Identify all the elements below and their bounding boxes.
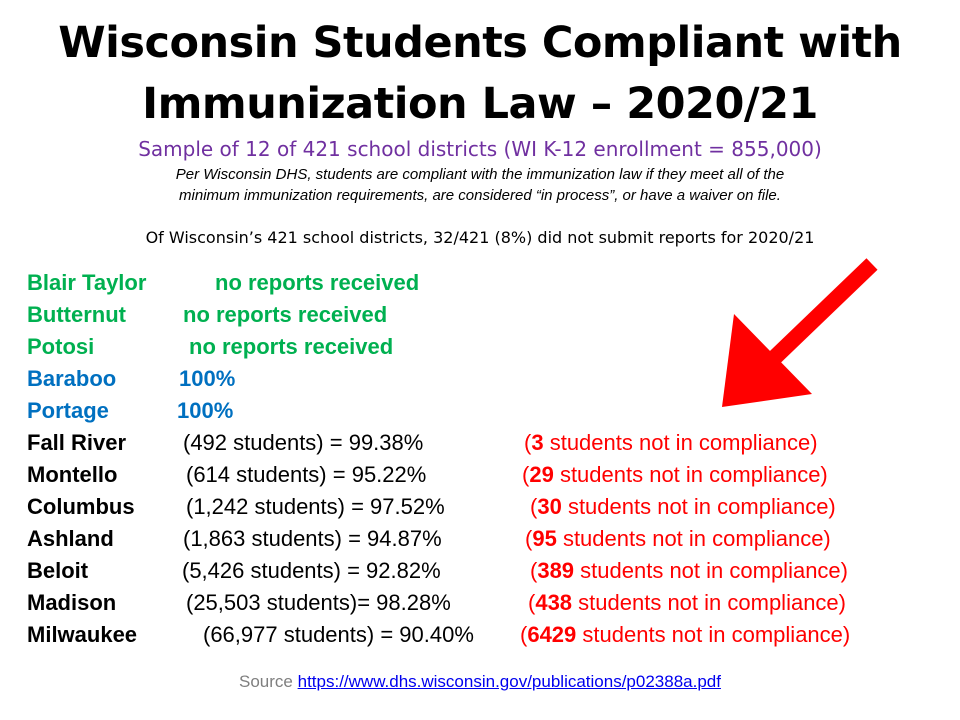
noncompliance-suffix: students not in compliance) <box>582 622 851 647</box>
district-name: Ashland <box>27 526 114 551</box>
noncompliance-note: (438 students not in compliance) <box>528 590 846 615</box>
subtitle: Sample of 12 of 421 school districts (WI… <box>138 137 822 161</box>
noncompliance-count: 30 <box>537 494 562 519</box>
source-link[interactable]: https://www.dhs.wisconsin.gov/publicatio… <box>297 672 721 691</box>
district-name: Beloit <box>27 558 89 583</box>
noncompliance-suffix: students not in compliance) <box>567 494 836 519</box>
district-name: Potosi <box>27 334 95 359</box>
district-name: Madison <box>27 590 117 615</box>
source-label: Source <box>239 672 293 691</box>
title-line-1: Wisconsin Students Compliant with <box>58 18 902 68</box>
noncompliance-suffix: students not in compliance) <box>559 462 828 487</box>
noncompliance-count: 29 <box>529 462 554 487</box>
noncompliance-suffix: students not in compliance) <box>580 558 848 583</box>
noncompliance-note: (3 students not in compliance) <box>524 430 818 455</box>
noncompliance-note: (6429 students not in compliance) <box>520 622 851 647</box>
noncompliance-count: 389 <box>537 558 575 583</box>
red-arrow-icon <box>722 258 878 407</box>
district-name: Butternut <box>27 302 126 327</box>
district-name: Blair Taylor <box>27 270 147 295</box>
district-name: Montello <box>27 462 118 487</box>
district-name: Columbus <box>27 494 135 519</box>
district-detail: (66,977 students) = 90.40% <box>203 622 474 647</box>
district-status: no reports received <box>183 302 388 327</box>
district-rate: 100% <box>177 398 234 423</box>
noncompliance-suffix: students not in compliance) <box>562 526 831 551</box>
definition-note-line-1: Per Wisconsin DHS, students are complian… <box>175 166 785 183</box>
noncompliance-suffix: students not in compliance) <box>578 590 846 615</box>
noncompliance-note: (389 students not in compliance) <box>530 558 848 583</box>
noncompliance-count: 3 <box>531 430 544 455</box>
source-line: Source https://www.dhs.wisconsin.gov/pub… <box>0 672 960 692</box>
district-name: Milwaukee <box>27 622 138 647</box>
district-detail: (614 students) = 95.22% <box>186 462 427 487</box>
definition-note-line-2: minimum immunization requirements, are c… <box>179 187 781 204</box>
noncompliance-suffix: students not in compliance) <box>549 430 818 455</box>
district-detail: (1,863 students) = 94.87% <box>183 526 442 551</box>
district-detail: (1,242 students) = 97.52% <box>186 494 445 519</box>
district-detail: (492 students) = 99.38% <box>183 430 424 455</box>
noncompliance-count: 95 <box>532 526 557 551</box>
title-line-2: Immunization Law – 2020/21 <box>142 79 818 129</box>
noncompliance-count: 438 <box>535 590 573 615</box>
reporting-note: Of Wisconsin’s 421 school districts, 32/… <box>145 228 815 247</box>
district-rate: 100% <box>179 366 236 391</box>
district-name: Portage <box>27 398 109 423</box>
noncompliance-note: (95 students not in compliance) <box>525 526 831 551</box>
noncompliance-note: (30 students not in compliance) <box>530 494 836 519</box>
noncompliance-note: (29 students not in compliance) <box>522 462 828 487</box>
district-name: Baraboo <box>27 366 117 391</box>
district-detail: (25,503 students)= 98.28% <box>186 590 451 615</box>
district-detail: (5,426 students) = 92.82% <box>182 558 441 583</box>
district-name: Fall River <box>27 430 127 455</box>
district-status: no reports received <box>215 270 420 295</box>
noncompliance-count: 6429 <box>527 622 577 647</box>
district-status: no reports received <box>189 334 394 359</box>
